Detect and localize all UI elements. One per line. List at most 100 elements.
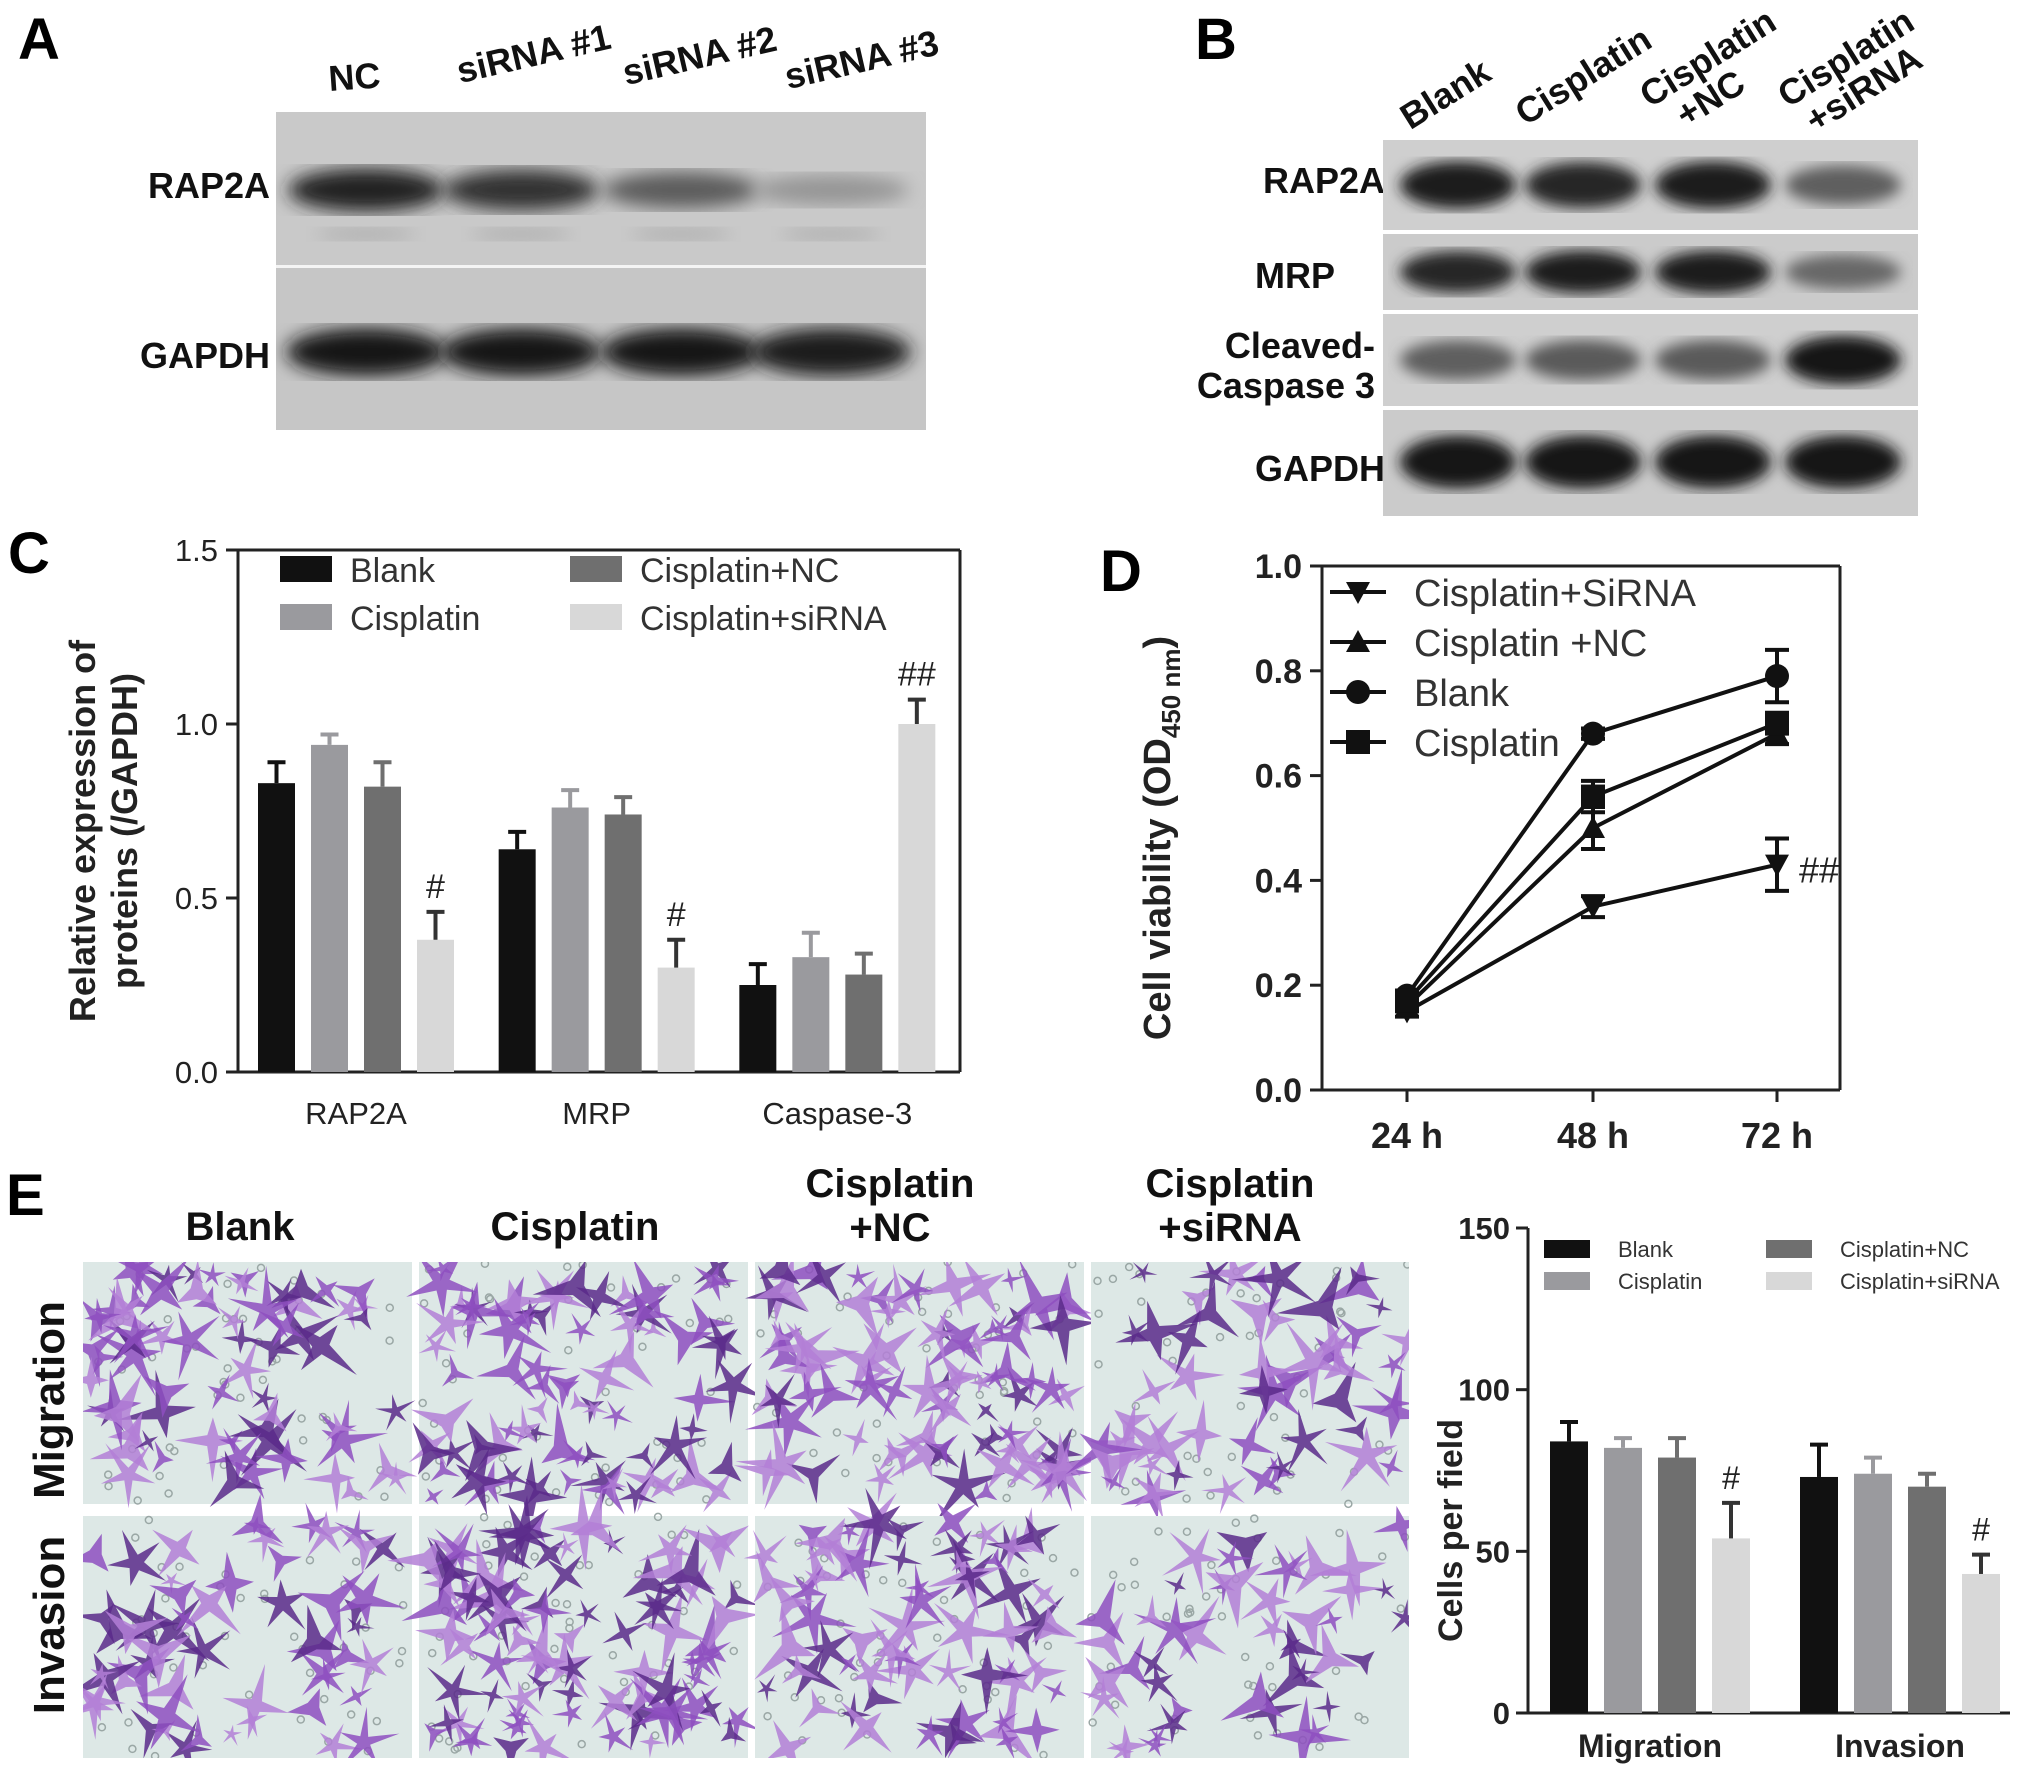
stained-cell [702,1328,736,1360]
bar [604,814,642,1072]
blot-a-rap2a-bands [288,168,909,240]
stained-cell [786,1454,841,1504]
stained-cell [430,1455,461,1482]
stained-cell [1322,1568,1383,1621]
stained-cell [699,1689,723,1727]
pore [922,1344,931,1353]
stained-cell [89,1411,149,1471]
stained-cell [509,1307,540,1337]
stained-cell [551,1678,584,1708]
stained-cell [874,1366,913,1418]
pore [564,1345,573,1355]
stained-cell [349,1638,394,1695]
legend-label: Blank [350,552,436,590]
blot-band [1655,250,1771,294]
pore [1002,1493,1011,1503]
stained-cell [83,1533,109,1572]
marker [1346,680,1370,704]
stained-cell [598,1711,634,1753]
legend-label: Cisplatin+SiRNA [1414,573,1697,615]
stained-cell [1280,1408,1328,1473]
stained-cell [174,1417,243,1483]
stained-cell [990,1314,1011,1342]
pore [1124,1262,1134,1272]
pore [551,1598,560,1608]
stained-cell [601,1400,633,1432]
stained-cell [495,1461,531,1494]
stained-cell [1312,1361,1357,1423]
y-tick-label: 0.0 [1255,1072,1302,1110]
pore [1236,1401,1246,1411]
stained-cell [133,1262,187,1316]
stained-cell [427,1664,489,1722]
blot-band [1400,340,1516,380]
blot-band [1785,254,1901,290]
legend-label: Cisplatin [350,600,480,638]
stained-cell [1371,1577,1396,1600]
legend-label: Cisplatin+siRNA [1840,1269,2000,1294]
marker [1765,711,1789,736]
stained-cell [287,1688,327,1726]
stained-cell [315,1723,364,1758]
stained-cell [878,1437,907,1472]
stained-cell [602,1611,647,1651]
x-tick-label: 72 h [1741,1115,1813,1156]
pore [550,1644,559,1654]
stained-cell [670,1436,723,1493]
stained-cell [180,1714,212,1752]
stained-cell [613,1649,674,1697]
stained-cell [1280,1629,1302,1659]
stained-cell [603,1529,626,1555]
stained-cell [92,1344,124,1375]
stained-cell [497,1420,526,1442]
stained-cell [930,1529,973,1575]
x-tick-label: RAP2A [305,1096,407,1131]
stained-cell [1231,1262,1317,1318]
stained-cell [570,1390,595,1411]
stained-cell [899,1563,952,1629]
blot-band [631,228,731,240]
pore [671,1274,681,1283]
stained-cell [310,1276,340,1307]
x-tick-label: 24 h [1371,1115,1443,1156]
pore [298,1436,308,1445]
stained-cell [1080,1676,1120,1719]
stained-cell [339,1685,373,1706]
stained-cell [1098,1635,1150,1691]
stained-cell [601,1467,628,1502]
blot-b-bands [1400,161,1901,489]
y-tick-label: 0.5 [175,881,218,916]
panel-b-row-label: Cleaved- Caspase 3 [1196,325,1375,406]
stained-cell [89,1663,118,1690]
bar [1712,1538,1750,1713]
stained-cell [1265,1450,1295,1484]
stained-cell [134,1429,159,1452]
stained-cell [136,1674,199,1750]
stained-cell [1216,1541,1254,1577]
blot-band [286,328,446,376]
legend-label: Blank [1414,673,1510,715]
stained-cell [205,1427,262,1484]
pore [161,1594,170,1603]
pore [790,1693,800,1702]
y-tick-label: 0 [1493,1696,1510,1731]
stained-cell [1133,1646,1169,1678]
stained-cell [570,1488,621,1552]
stained-cell [317,1399,389,1467]
pore [1020,1568,1029,1578]
micrograph-tile [1065,1262,1409,1520]
pore [1236,1289,1245,1298]
bar [657,967,695,1072]
stained-cell [794,1517,858,1582]
pore [1121,1487,1130,1496]
legend-swatch [570,604,622,630]
panel-b-row-label: GAPDH [1254,448,1385,489]
y-axis-label: Relative expression ofproteins (/GAPDH) [62,639,145,1022]
stained-cell [1229,1298,1282,1345]
pore [809,1448,818,1458]
blot-band [753,174,909,206]
blot-band [441,328,601,376]
stained-cell [770,1262,828,1290]
stained-cell [553,1623,585,1654]
stained-cell [634,1586,684,1630]
